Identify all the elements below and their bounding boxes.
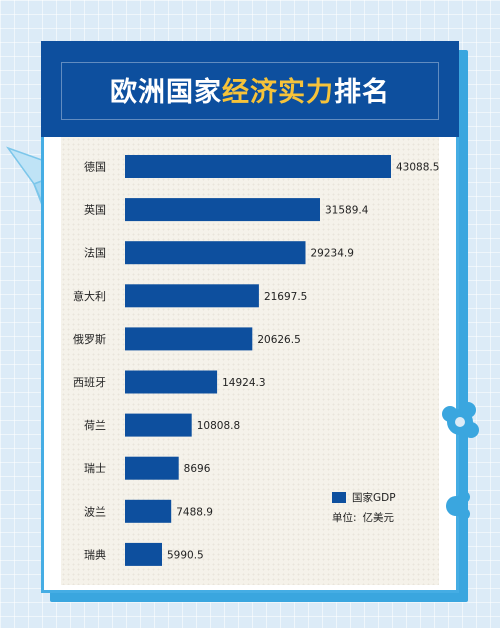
bar [125,413,192,437]
value-label: 29234.9 [310,248,353,260]
category-label: 荷兰 [84,419,106,432]
cloud-icon [446,491,470,520]
title-part2: 排名 [334,76,390,108]
title-part1: 欧洲国家 [110,76,222,108]
category-label: 波兰 [84,505,106,518]
bar [125,155,391,178]
bar [125,499,172,523]
value-label: 43088.5 [396,162,439,174]
category-label: 法国 [84,246,106,260]
unit-label: 单位: [332,512,357,524]
cloud-icon [442,402,479,438]
bar [125,284,259,308]
category-label: 西班牙 [73,376,106,389]
legend-swatch [332,491,346,503]
bar [125,456,179,480]
title-box [61,62,439,120]
bars-layer: 德国 43088.5 英国 31589.4 法国 29234.9 意大利 21697.5 俄罗斯… [73,155,439,566]
title-highlight: 经济实力 [222,76,334,108]
value-label: 5990.5 [167,549,204,561]
value-label: 21697.5 [264,291,307,303]
unit-row: 单位: 亿美元 [332,510,396,525]
bar [125,370,218,394]
value-label: 7488.9 [176,506,213,518]
value-label: 8696 [184,463,211,475]
bar [125,542,162,566]
category-label: 瑞典 [84,547,106,561]
category-label: 瑞士 [84,461,106,475]
category-label: 英国 [84,203,106,217]
category-label: 德国 [84,160,106,174]
value-label: 20626.5 [257,334,300,346]
value-label: 31589.4 [325,205,369,217]
legend: 国家GDP 单位: 亿美元 [332,490,396,525]
bar [125,241,306,265]
bar [125,327,253,351]
bar [125,198,320,222]
category-label: 俄罗斯 [73,333,106,346]
category-label: 意大利 [73,289,106,303]
header-band [41,41,459,137]
page-title: 欧洲国家 经济实力 排名 [41,41,459,137]
unit-value: 亿美元 [362,512,395,524]
legend-series-name: 国家GDP [352,491,396,504]
value-label: 14924.3 [222,377,265,389]
value-label: 10808.8 [197,420,240,432]
